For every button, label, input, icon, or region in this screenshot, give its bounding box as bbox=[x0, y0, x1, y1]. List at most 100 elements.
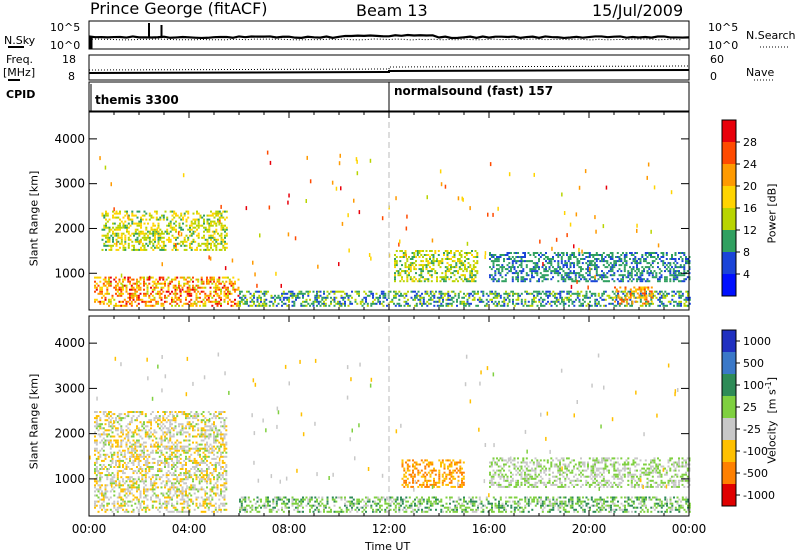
heatmap-cell bbox=[161, 289, 163, 291]
heatmap-cell bbox=[671, 274, 673, 276]
heatmap-cell bbox=[618, 297, 620, 299]
heatmap-cell bbox=[201, 291, 203, 293]
heatmap-cell bbox=[629, 258, 631, 260]
heatmap-cell bbox=[113, 436, 115, 438]
heatmap-cell bbox=[108, 423, 110, 425]
heatmap-cell bbox=[169, 425, 171, 427]
heatmap-cell bbox=[112, 223, 114, 225]
heatmap-cell bbox=[538, 299, 540, 301]
heatmap-cell bbox=[108, 413, 110, 415]
heatmap-cell bbox=[639, 295, 641, 297]
heatmap-cell bbox=[365, 301, 367, 303]
heatmap-cell bbox=[224, 211, 226, 213]
heatmap-cell bbox=[661, 260, 663, 262]
heatmap-cell bbox=[117, 454, 119, 456]
heatmap-cell bbox=[584, 276, 586, 278]
heatmap-cell bbox=[119, 470, 121, 472]
heatmap-cell bbox=[122, 456, 124, 458]
heatmap-cell bbox=[128, 245, 130, 247]
heatmap-cell bbox=[573, 280, 575, 282]
heatmap-cell bbox=[251, 299, 253, 301]
heatmap-cell bbox=[587, 252, 589, 254]
heatmap-speck bbox=[175, 243, 177, 247]
heatmap-cell bbox=[187, 229, 189, 231]
heatmap-cell bbox=[108, 285, 110, 287]
heatmap-cell bbox=[471, 254, 473, 256]
heatmap-cell bbox=[190, 293, 192, 295]
heatmap-cell bbox=[106, 470, 108, 472]
heatmap-cell bbox=[185, 425, 187, 427]
heatmap-cell bbox=[161, 303, 163, 305]
heatmap-cell bbox=[206, 450, 208, 452]
heatmap-cell bbox=[186, 241, 188, 243]
heatmap-cell bbox=[143, 446, 145, 448]
heatmap-cell bbox=[651, 295, 653, 297]
heatmap-cell bbox=[619, 258, 621, 260]
heatmap-cell bbox=[102, 235, 104, 237]
heatmap-cell bbox=[461, 268, 463, 270]
heatmap-cell bbox=[150, 482, 152, 484]
heatmap-cell bbox=[440, 260, 442, 262]
heatmap-cell bbox=[246, 291, 248, 293]
heatmap-cell bbox=[203, 452, 205, 454]
heatmap-cell bbox=[675, 293, 677, 295]
heatmap-speck bbox=[259, 233, 261, 237]
heatmap-cell bbox=[105, 299, 107, 301]
heatmap-cell bbox=[196, 303, 198, 305]
heatmap-cell bbox=[512, 262, 514, 264]
heatmap-cell bbox=[559, 254, 561, 256]
heatmap-cell bbox=[535, 268, 537, 270]
heatmap-cell bbox=[194, 221, 196, 223]
heatmap-cell bbox=[416, 297, 418, 299]
heatmap-cell bbox=[123, 245, 125, 247]
heatmap-cell bbox=[619, 280, 621, 282]
heatmap-cell bbox=[191, 249, 193, 251]
heatmap-cell bbox=[117, 421, 119, 423]
heatmap-cell bbox=[152, 476, 154, 478]
heatmap-cell bbox=[659, 258, 661, 260]
heatmap-cell bbox=[630, 289, 632, 291]
heatmap-cell bbox=[185, 279, 187, 281]
heatmap-cell bbox=[103, 283, 105, 285]
heatmap-cell bbox=[152, 291, 154, 293]
heatmap-cell bbox=[175, 225, 177, 227]
heatmap-cell bbox=[187, 507, 189, 509]
heatmap-cell bbox=[570, 266, 572, 268]
heatmap-cell bbox=[526, 266, 528, 268]
heatmap-cell bbox=[198, 221, 200, 223]
heatmap-cell bbox=[640, 278, 642, 280]
heatmap-cell bbox=[150, 468, 152, 470]
heatmap-cell bbox=[358, 291, 360, 293]
heatmap-cell bbox=[605, 276, 607, 278]
heatmap-cell bbox=[455, 278, 457, 280]
heatmap-cell bbox=[122, 440, 124, 442]
heatmap-speck bbox=[534, 173, 536, 177]
heatmap-cell bbox=[145, 229, 147, 231]
heatmap-cell bbox=[122, 478, 124, 480]
heatmap-cell bbox=[221, 215, 223, 217]
heatmap-cell bbox=[213, 505, 215, 507]
heatmap-cell bbox=[447, 254, 449, 256]
heatmap-cell bbox=[129, 446, 131, 448]
heatmap-cell bbox=[115, 446, 117, 448]
heatmap-cell bbox=[217, 233, 219, 235]
heatmap-cell bbox=[226, 247, 228, 249]
heatmap-cell bbox=[112, 239, 114, 241]
heatmap-cell bbox=[110, 490, 112, 492]
heatmap-cell bbox=[108, 429, 110, 431]
heatmap-cell bbox=[96, 299, 98, 301]
heatmap-cell bbox=[182, 287, 184, 289]
heatmap-cell bbox=[185, 490, 187, 492]
heatmap-cell bbox=[474, 291, 476, 293]
heatmap-cell bbox=[126, 291, 128, 293]
heatmap-cell bbox=[211, 499, 213, 501]
heatmap-cell bbox=[464, 264, 466, 266]
heatmap-cell bbox=[119, 295, 121, 297]
heatmap-cell bbox=[162, 480, 164, 482]
heatmap-cell bbox=[210, 277, 212, 279]
heatmap-cell bbox=[651, 287, 653, 289]
heatmap-cell bbox=[136, 285, 138, 287]
heatmap-cell bbox=[206, 460, 208, 462]
heatmap-cell bbox=[183, 411, 185, 413]
heatmap-cell bbox=[473, 268, 475, 270]
